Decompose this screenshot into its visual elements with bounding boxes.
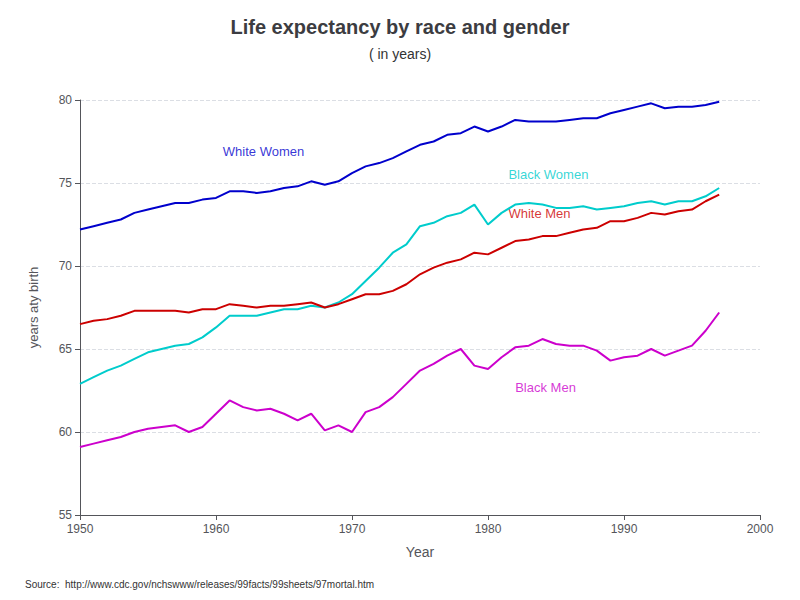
svg-text:Black Women: Black Women: [508, 167, 588, 182]
svg-text:60: 60: [59, 425, 73, 439]
svg-text:2000: 2000: [747, 522, 774, 536]
svg-text:55: 55: [59, 508, 73, 522]
svg-text:1970: 1970: [339, 522, 366, 536]
svg-text:( in years): ( in years): [369, 46, 431, 62]
svg-text:White Women: White Women: [223, 144, 304, 159]
svg-text:years aty birth: years aty birth: [26, 267, 41, 349]
svg-text:1950: 1950: [67, 522, 94, 536]
svg-text:70: 70: [59, 259, 73, 273]
svg-text:Life expectancy by race and ge: Life expectancy by race and gender: [230, 16, 569, 38]
svg-text:65: 65: [59, 342, 73, 356]
svg-text:1980: 1980: [475, 522, 502, 536]
svg-text:1990: 1990: [611, 522, 638, 536]
svg-text:Black Men: Black Men: [515, 380, 576, 395]
svg-text:75: 75: [59, 176, 73, 190]
svg-text:Source: http://www.cdc.gov/nc: Source: http://www.cdc.gov/nchswww/relea…: [25, 579, 374, 590]
svg-text:Year: Year: [406, 544, 435, 560]
svg-text:1960: 1960: [203, 522, 230, 536]
svg-text:White Men: White Men: [508, 205, 571, 221]
svg-text:80: 80: [59, 93, 73, 107]
